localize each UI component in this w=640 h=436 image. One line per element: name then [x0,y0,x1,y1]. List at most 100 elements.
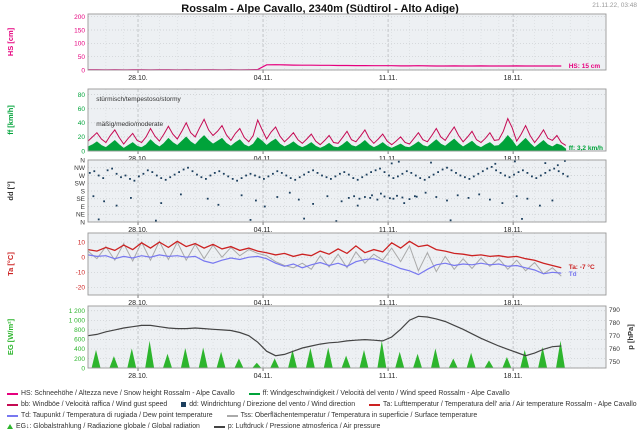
legend-item: EG↓: Globalstrahlung / Radiazione global… [7,423,200,430]
y-tick-label: 200 [74,356,85,363]
radiation-pressure-panel: 28.10. 04.11. 11.11. 18.11. 0 200 400 600 800 1 0… [6,305,635,380]
right-tick-label: 770 [609,333,620,340]
right-axis-title: p [hPa] [626,324,635,350]
legend-item: Tss: Oberflächentemperatur / Temperatura… [226,412,478,419]
y-tick-label: N [80,157,85,164]
legend-label: HS: Schneehöhe / Altezza neve / Snow hei… [21,390,235,397]
y-tick-label: SW [75,181,86,188]
y-tick-label: 1 000 [69,318,86,325]
legend-label: EG↓: Globalstrahlung / Radiazione global… [16,423,200,430]
y-tick-label: 20 [78,134,86,141]
y-tick-label: S [81,188,86,195]
y-tick-label: 200 [74,14,85,21]
timestamp: 21.11.22, 03:48 [592,2,637,9]
legend-line-marker [7,414,18,417]
right-tick-label: 780 [609,320,620,327]
y-tick-label: 10 [78,239,86,246]
legend-label: bb: Windböe / Velocità raffica / Wind gu… [21,401,168,408]
y-tick-label: 0 [81,254,85,261]
series-ff [87,135,567,152]
series-dd-scatter [92,160,566,222]
y-tick-label: 60 [78,106,86,113]
legend-item: bb: Windböe / Velocità raffica / Wind gu… [7,401,167,408]
series-Ta [87,240,562,269]
y-tick-label: 0 [81,67,85,74]
legend-line-marker [248,392,260,395]
x-tick-label: 11.11. [379,227,397,234]
annotation-label: HS: 15 cm [569,63,601,70]
annotation-label: ff: 3,2 km/h [569,145,603,152]
y-tick-label: E [81,204,86,211]
y-tick-label: 400 [74,346,85,353]
chart-legend: HS: Schneehöhe / Altezza neve / Snow hei… [7,388,637,432]
legend-line-marker [213,425,225,428]
x-tick-label: 11.11. [379,373,397,380]
legend-line-marker [7,392,18,395]
x-tick-label: 28.10. [128,75,148,82]
x-tick-label: 28.10. [128,373,148,380]
y-tick-label: -20 [76,285,86,292]
series-EG [91,340,565,368]
legend-row: Td: Taupunkt / Temperatura di rugiada / … [7,410,637,421]
legend-line-marker [369,403,381,406]
x-tick-label: 04.11. [254,75,273,82]
y-tick-label: -10 [76,270,86,277]
x-tick-label: 18.11. [504,227,523,234]
legend-item: ff: Windgeschwindigkeit / Velocità del v… [248,390,510,397]
series-p [87,315,562,357]
right-tick-label: 760 [609,346,620,353]
annotation-label: mäßig/medio/moderate [96,121,163,128]
x-tick-label: 11.11. [379,300,397,307]
legend-label: ff: Windgeschwindigkeit / Velocità del v… [262,390,510,397]
x-tick-label: 04.11. [254,156,273,163]
x-tick-label: 04.11. [254,300,273,307]
x-tick-label: 11.11. [379,75,397,82]
y-tick-label: SE [76,196,85,203]
annotation-label: Td [569,271,577,278]
legend-item: p: Luftdruck / Pressione atmosferica / A… [213,423,381,430]
legend-square-marker [181,402,187,407]
y-tick-label: 80 [78,92,86,99]
x-tick-label: 18.11. [504,75,523,82]
y-axis-title: EG [W/m²] [6,318,15,355]
snow-height-panel: 28.10. 04.11. 11.11. 18.11. 0 50 100 150 200 HS: … [6,13,607,82]
y-tick-label: NE [76,212,86,219]
legend-triangle-marker [7,424,13,429]
x-tick-label: 04.11. [254,373,273,380]
x-tick-label: 18.11. [504,373,523,380]
legend-line-marker [7,403,18,406]
temperature-panel: 28.10. 04.11. 11.11. 18.11. 10 0 -10 -20 Ta: -7 … [6,232,607,307]
y-tick-label: W [79,173,86,180]
annotation-label: stürmisch/tempestoso/stormy [96,96,181,103]
meteogram-chart: 28.10. 04.11. 11.11. 18.11.050100150200HS: … [6,13,635,380]
legend-label: p: Luftdruck / Pressione atmosferica / A… [227,423,381,430]
annotation-label: Ta: -7 °C [569,263,595,271]
y-axis-title: HS [cm] [6,27,15,56]
legend-label: dd: Windrichtung / Direzione del vento /… [189,401,356,408]
legend-line-marker [226,414,238,417]
legend-label: Td: Taupunkt / Temperatura di rugiada / … [21,412,213,419]
right-tick-label: 750 [609,359,620,366]
x-tick-label: 28.10. [128,227,148,234]
x-tick-label: 04.11. [254,227,273,234]
y-tick-label: 50 [78,54,86,61]
y-tick-label: 600 [74,337,85,344]
y-axis-title: Ta [°C] [6,252,15,276]
y-tick-label: 0 [81,148,85,155]
legend-label: Tss: Oberflächentemperatur / Temperatura… [240,412,478,419]
y-axis-title: dd [°] [6,181,15,201]
series-bb [87,117,567,146]
x-tick-label: 18.11. [504,156,523,163]
wind-speed-panel: 28.10. 04.11. 11.11. 18.11. 0 20 40 60 80 stürmis… [6,88,607,163]
legend-label: Ta: Lufttemperatur / Temperatura dell' a… [383,401,637,408]
legend-row: HS: Schneehöhe / Altezza neve / Snow hei… [7,388,637,399]
x-tick-label: 18.11. [504,300,523,307]
page-title: Rossalm - Alpe Cavallo, 2340m (Südtirol … [181,3,459,15]
legend-item: dd: Windrichtung / Direzione del vento /… [181,401,355,408]
y-axis-title: ff [km/h] [6,105,15,135]
legend-row: bb: Windböe / Velocità raffica / Wind gu… [7,399,637,410]
series-dd-band [88,166,569,182]
legend-row: EG↓: Globalstrahlung / Radiazione global… [7,421,637,432]
y-tick-label: 1 200 [69,308,86,315]
